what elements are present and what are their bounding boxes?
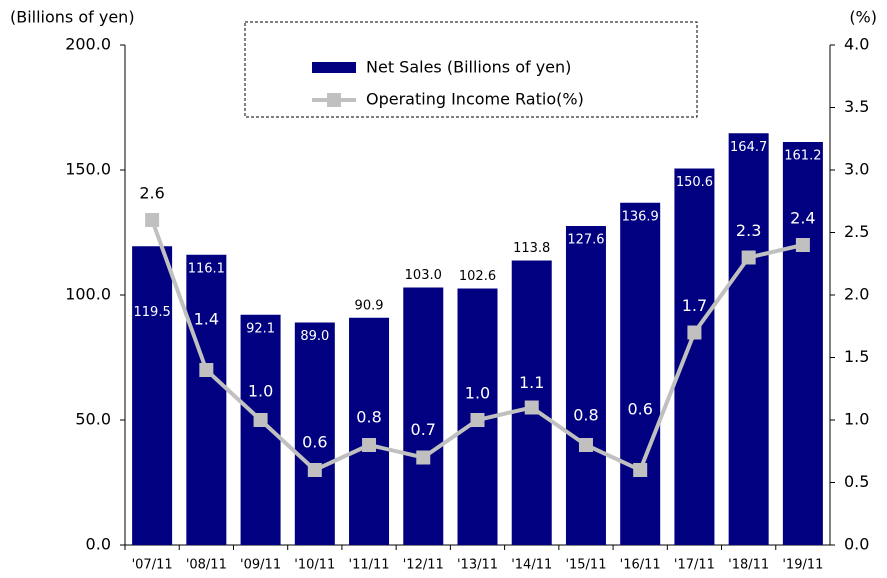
bar-value-label: 113.8 — [513, 241, 550, 256]
bar — [349, 317, 390, 545]
y2-tick-label: 1.5 — [844, 347, 869, 366]
legend-label: Net Sales (Billions of yen) — [366, 58, 571, 77]
x-tick-label: '14/11 — [511, 558, 552, 573]
y2-tick-label: 3.0 — [844, 160, 869, 179]
line-value-label: 1.4 — [194, 310, 219, 329]
y2-tick-label: 3.5 — [844, 97, 869, 116]
x-tick-label: '17/11 — [674, 558, 715, 573]
x-tick-label: '09/11 — [240, 558, 281, 573]
line-marker — [145, 213, 160, 227]
y2-tick-label: 2.0 — [844, 285, 869, 304]
bar — [674, 168, 715, 545]
bar — [403, 287, 444, 545]
bar-value-label: 90.9 — [355, 298, 384, 313]
line-value-label: 1.0 — [465, 384, 490, 403]
line-value-label: 0.6 — [302, 433, 327, 452]
x-tick-label: '10/11 — [294, 558, 335, 573]
bar-value-label: 136.9 — [622, 209, 659, 224]
bar — [240, 314, 281, 545]
line-value-label: 2.4 — [790, 209, 815, 228]
y2-axis-title: (%) — [849, 8, 877, 27]
line-value-label: 0.8 — [356, 408, 381, 427]
y2-tick-label: 4.0 — [844, 35, 869, 54]
x-tick-label: '13/11 — [457, 558, 498, 573]
line-value-label: 0.7 — [411, 420, 436, 439]
line-marker — [578, 438, 593, 452]
line-marker — [795, 238, 810, 252]
bar-value-label: 150.6 — [676, 175, 713, 190]
x-tick-label: '07/11 — [132, 558, 173, 573]
bar — [782, 142, 823, 545]
bar-value-label: 102.6 — [459, 269, 496, 284]
line-value-label: 1.7 — [682, 296, 707, 315]
x-tick-label: '11/11 — [349, 558, 390, 573]
y-tick-label: 0.0 — [86, 535, 111, 554]
bar — [294, 322, 335, 545]
line-marker — [199, 363, 214, 377]
line-marker — [633, 463, 648, 477]
line-value-label: 2.6 — [139, 184, 164, 203]
line-value-label: 1.1 — [519, 373, 544, 392]
bar-value-label: 127.6 — [567, 233, 604, 248]
bar — [728, 133, 769, 545]
line-marker — [253, 413, 268, 427]
legend-swatch — [327, 93, 341, 107]
bar — [565, 226, 606, 545]
bar-value-label: 164.7 — [730, 140, 767, 155]
legend-label: Operating Income Ratio(%) — [366, 90, 584, 109]
legend-swatch — [312, 62, 356, 73]
y2-tick-label: 1.0 — [844, 410, 869, 429]
y-tick-label: 50.0 — [75, 410, 111, 429]
y-tick-label: 100.0 — [65, 285, 111, 304]
line-value-label: 0.6 — [627, 400, 652, 419]
line-value-label: 0.8 — [573, 406, 598, 425]
y-tick-label: 200.0 — [65, 35, 111, 54]
line-marker — [307, 463, 322, 477]
x-tick-label: '18/11 — [728, 558, 769, 573]
bar — [620, 202, 661, 545]
x-tick-label: '15/11 — [565, 558, 606, 573]
bar-value-label: 103.0 — [405, 268, 442, 283]
line-marker — [362, 438, 377, 452]
y-axis-title: (Billions of yen) — [10, 8, 135, 27]
bar-value-label: 89.0 — [300, 329, 329, 344]
y2-tick-label: 0.0 — [844, 535, 869, 554]
bar-value-label: 116.1 — [188, 261, 225, 276]
line-marker — [524, 400, 539, 415]
bar — [186, 254, 227, 545]
y2-tick-label: 0.5 — [844, 472, 869, 491]
line-value-label: 2.3 — [736, 221, 761, 240]
bar-value-label: 92.1 — [246, 321, 275, 336]
line-marker — [687, 325, 702, 340]
x-tick-label: '12/11 — [403, 558, 444, 573]
bar-value-label: 161.2 — [784, 149, 821, 164]
bar — [132, 246, 173, 545]
y-tick-label: 150.0 — [65, 160, 111, 179]
x-tick-label: '19/11 — [782, 558, 823, 573]
line-marker — [416, 450, 431, 465]
line-marker — [470, 413, 485, 427]
x-tick-label: '08/11 — [186, 558, 227, 573]
x-tick-label: '16/11 — [620, 558, 661, 573]
line-value-label: 1.0 — [248, 382, 273, 401]
bar-value-label: 119.5 — [134, 305, 171, 320]
y2-tick-label: 2.5 — [844, 222, 869, 241]
line-marker — [741, 250, 756, 265]
